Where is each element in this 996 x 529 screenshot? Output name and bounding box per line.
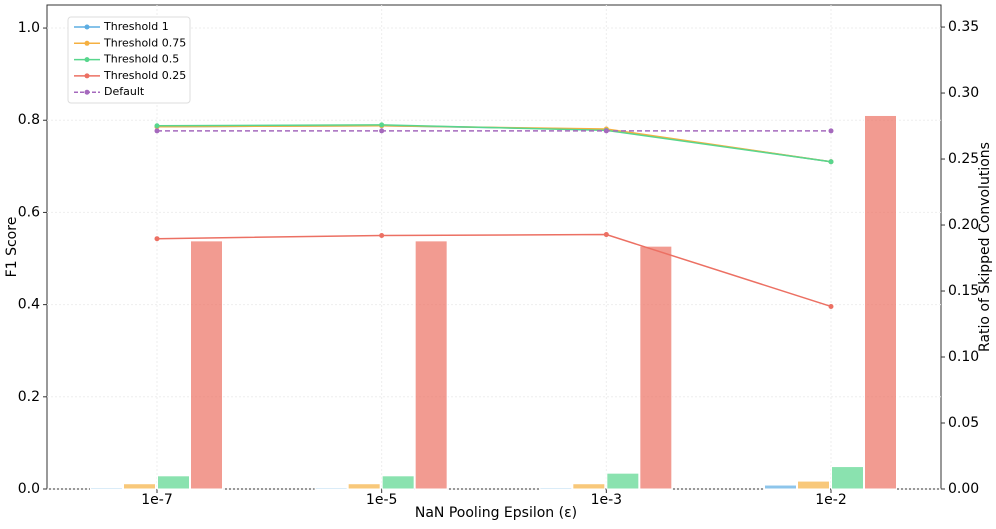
y-tick-label: 0.0 xyxy=(18,481,40,497)
bar xyxy=(190,240,223,490)
y-axis-label: F1 Score xyxy=(4,217,20,278)
line-marker xyxy=(828,303,834,309)
bar xyxy=(764,484,797,490)
y2-axis-label: Ratio of Skipped Convolutions xyxy=(977,142,993,352)
bar xyxy=(572,483,606,490)
legend-marker xyxy=(84,57,90,63)
line-marker xyxy=(379,128,385,134)
line-marker xyxy=(603,232,609,238)
legend-label: Threshold 0.75 xyxy=(103,36,186,49)
bar xyxy=(864,114,897,490)
line-marker xyxy=(603,128,609,134)
bar xyxy=(414,240,448,490)
bar xyxy=(347,483,381,490)
y-tick-label: 0.4 xyxy=(18,297,40,313)
legend-marker xyxy=(84,89,90,95)
legend-label: Threshold 0.25 xyxy=(103,69,186,82)
y2-tick-label: 0.30 xyxy=(948,85,979,101)
plot-frame xyxy=(46,4,942,490)
bar xyxy=(797,480,830,490)
y2-tick-label: 0.20 xyxy=(948,217,979,233)
line xyxy=(156,124,832,163)
line-marker xyxy=(154,123,160,129)
y2-tick-label: 0.05 xyxy=(948,415,979,431)
line-marker xyxy=(828,159,834,165)
y2-tick-label: 0.10 xyxy=(948,349,979,365)
legend-marker xyxy=(84,40,90,46)
line-marker xyxy=(154,128,160,134)
bar xyxy=(381,475,415,490)
y2-tick-label: 0.35 xyxy=(948,19,979,35)
legend-marker xyxy=(84,24,90,30)
legend-box xyxy=(67,16,191,104)
x-tick-label: 1e-2 xyxy=(815,492,846,508)
bar xyxy=(539,487,573,490)
legend: Threshold 1 Threshold 0.75 Threshold 0.5 Th… xyxy=(67,16,191,104)
y-tick-label: 0.6 xyxy=(18,204,40,220)
y-tick-label: 0.2 xyxy=(18,389,40,405)
y-tick-label: 0.8 xyxy=(18,112,40,128)
bar xyxy=(314,487,348,490)
bar xyxy=(90,487,123,490)
x-tick-label: 1e-5 xyxy=(366,492,397,508)
line xyxy=(156,233,832,308)
legend-label: Threshold 1 xyxy=(103,20,169,33)
bar xyxy=(639,245,673,490)
legend-label: Threshold 0.5 xyxy=(103,53,179,66)
line-marker xyxy=(379,232,385,238)
y-tick-label: 1.0 xyxy=(18,20,40,36)
y2-tick-label: 0.25 xyxy=(948,151,979,167)
bar xyxy=(123,483,156,490)
bar xyxy=(157,475,190,490)
line-marker xyxy=(154,236,160,242)
line-marker xyxy=(828,128,834,134)
bar xyxy=(606,472,640,490)
y2-tick-label: 0.15 xyxy=(948,283,979,299)
y2-tick-label: 0.00 xyxy=(948,481,979,497)
x-tick-label: 1e-3 xyxy=(591,492,622,508)
x-axis-label: NaN Pooling Epsilon (ε) xyxy=(415,505,577,521)
legend-marker xyxy=(84,73,90,79)
bar xyxy=(831,466,864,490)
legend-label: Default xyxy=(104,85,145,98)
line-marker xyxy=(379,122,385,128)
x-tick-label: 1e-7 xyxy=(141,492,172,508)
